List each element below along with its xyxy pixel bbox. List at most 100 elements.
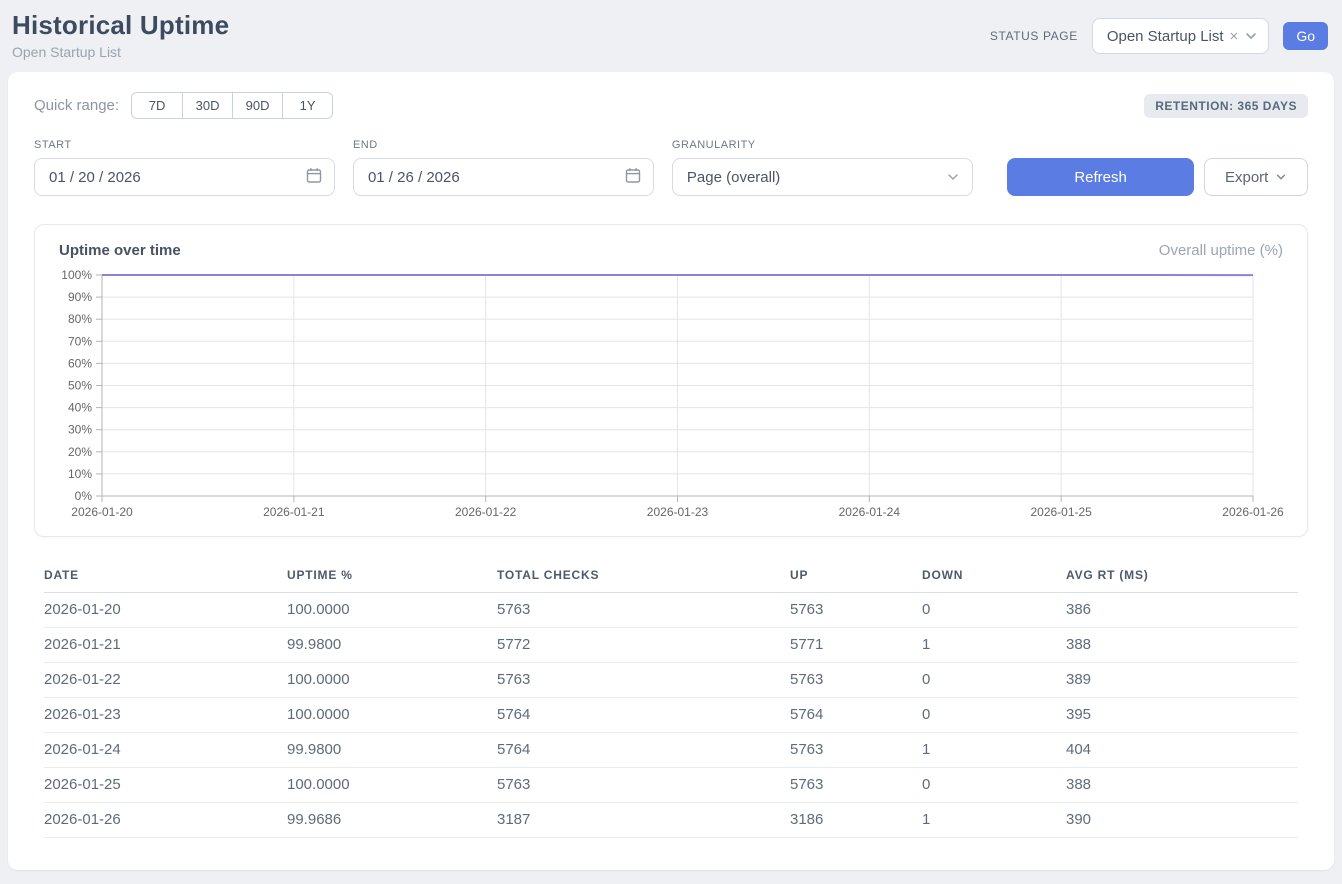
table-cell: 2026-01-23 — [44, 698, 287, 733]
table-cell: 5764 — [790, 698, 922, 733]
y-tick-label: 10% — [68, 467, 92, 481]
status-page-controls: STATUS PAGE Open Startup List × Go — [990, 18, 1328, 54]
y-tick-label: 80% — [68, 312, 92, 326]
table-cell: 390 — [1066, 803, 1298, 838]
calendar-icon[interactable] — [625, 167, 641, 188]
table-row: 2026-01-24 99.9800 5764 5763 1 404 — [34, 733, 1308, 768]
table-row: 2026-01-22 100.0000 5763 5763 0 389 — [34, 663, 1308, 698]
end-date-label: END — [352, 139, 378, 151]
table-cell: 99.9800 — [287, 733, 497, 768]
quick-range-90d[interactable]: 90D — [232, 93, 283, 118]
main-panel: Quick range: 7D 30D 90D 1Y RETENTION: 365 D… — [8, 72, 1334, 870]
y-tick-label: 70% — [68, 334, 92, 348]
page-title: Historical Uptime — [12, 10, 230, 40]
table-cell: 2026-01-26 — [44, 803, 287, 838]
table-cell: 2026-01-21 — [44, 628, 287, 663]
granularity-label: GRANULARITY — [671, 139, 756, 151]
filters-fields-row: START 01 / 20 / 2026 END 01 / 26 / 2026 … — [34, 139, 1308, 196]
status-page-select[interactable]: Open Startup List × — [1091, 18, 1270, 54]
table-row: 2026-01-20 100.0000 5763 5763 0 386 — [34, 593, 1308, 628]
table-header-row: DATE UPTIME % TOTAL CHECKS UP DOWN AVG RT (MS… — [34, 559, 1308, 593]
x-tick-label: 2026-01-26 — [1222, 505, 1284, 519]
table-cell: 100.0000 — [287, 768, 497, 803]
chevron-down-icon — [946, 170, 960, 184]
chart-legend-label: Overall uptime (%) — [1158, 242, 1283, 259]
table-cell: 2026-01-22 — [44, 663, 287, 698]
y-tick-label: 100% — [61, 268, 92, 282]
table-cell: 5763 — [790, 593, 922, 628]
clear-selection-icon[interactable]: × — [1229, 27, 1239, 45]
table-row: 2026-01-23 100.0000 5764 5764 0 395 — [34, 698, 1308, 733]
status-page-label: STATUS PAGE — [989, 29, 1078, 43]
retention-badge: RETENTION: 365 DAYS — [1144, 93, 1308, 118]
table-cell: 5763 — [497, 593, 790, 628]
chevron-down-icon — [1275, 171, 1287, 183]
uptime-table: DATE UPTIME % TOTAL CHECKS UP DOWN AVG RT (MS… — [34, 559, 1308, 838]
y-tick-label: 50% — [68, 379, 92, 393]
granularity-field-group: GRANULARITY Page (overall) — [671, 139, 973, 196]
filters-top-row: Quick range: 7D 30D 90D 1Y RETENTION: 365 D… — [34, 92, 1308, 119]
end-date-value: 01 / 26 / 2026 — [367, 168, 460, 186]
chart-title: Uptime over time — [59, 242, 181, 259]
table-cell: 100.0000 — [287, 698, 497, 733]
start-date-value: 01 / 20 / 2026 — [49, 168, 141, 186]
export-button[interactable]: Export — [1204, 158, 1308, 196]
table-cell: 1 — [922, 628, 1066, 663]
table-cell: 100.0000 — [287, 593, 497, 628]
page-subtitle: Open Startup List — [12, 44, 121, 60]
table-cell: 3187 — [497, 803, 790, 838]
table-cell: 5763 — [497, 663, 790, 698]
calendar-icon[interactable] — [306, 167, 322, 188]
x-tick-label: 2026-01-23 — [647, 505, 709, 519]
y-tick-label: 90% — [68, 290, 92, 304]
y-tick-label: 40% — [68, 401, 92, 415]
quick-range-7d[interactable]: 7D — [132, 93, 183, 118]
x-tick-label: 2026-01-25 — [1030, 505, 1092, 519]
x-tick-label: 2026-01-22 — [455, 505, 517, 519]
quick-range-group: Quick range: 7D 30D 90D 1Y — [34, 92, 334, 119]
table-cell: 388 — [1066, 768, 1298, 803]
x-tick-label: 2026-01-21 — [263, 505, 325, 519]
export-button-label: Export — [1224, 168, 1269, 186]
start-date-field-group: START 01 / 20 / 2026 — [34, 139, 335, 196]
table-cell: 2026-01-24 — [44, 733, 287, 768]
header-titles: Historical Uptime Open Startup List — [12, 10, 229, 60]
table-body: 2026-01-20 100.0000 5763 5763 0 386 2026-01-21… — [34, 593, 1308, 838]
quick-range-30d[interactable]: 30D — [182, 93, 233, 118]
quick-range-label: Quick range: — [34, 97, 120, 114]
quick-range-1y[interactable]: 1Y — [282, 93, 333, 118]
table-cell: 1 — [922, 733, 1066, 768]
y-tick-label: 30% — [68, 423, 92, 437]
column-header: UP — [790, 559, 922, 593]
table-cell: 0 — [922, 663, 1066, 698]
table-cell: 2026-01-25 — [44, 768, 287, 803]
table-cell: 388 — [1066, 628, 1298, 663]
table-cell: 5763 — [790, 733, 922, 768]
quick-range-buttons: 7D 30D 90D 1Y — [131, 92, 334, 119]
table-cell: 99.9800 — [287, 628, 497, 663]
column-header: DATE — [44, 559, 287, 593]
table-cell: 5771 — [790, 628, 922, 663]
table-cell: 5763 — [790, 768, 922, 803]
refresh-button[interactable]: Refresh — [1006, 158, 1195, 196]
x-tick-label: 2026-01-24 — [839, 505, 901, 519]
table-cell: 99.9686 — [287, 803, 497, 838]
table-cell: 0 — [922, 698, 1066, 733]
table-cell: 389 — [1066, 663, 1298, 698]
uptime-line-chart: 0% 10% 20% 30% 40% 50% 60% 70% 80% 90% 100% 2026-01… — [61, 268, 1284, 519]
table-row: 2026-01-26 99.9686 3187 3186 1 390 — [34, 803, 1308, 838]
table-cell: 5764 — [497, 733, 790, 768]
column-header: AVG RT (MS) — [1066, 559, 1298, 593]
start-date-input[interactable]: 01 / 20 / 2026 — [34, 158, 335, 196]
table-cell: 0 — [922, 768, 1066, 803]
go-button[interactable]: Go — [1283, 22, 1328, 50]
table-row: 2026-01-21 99.9800 5772 5771 1 388 — [34, 628, 1308, 663]
chart-header: Uptime over time Overall uptime (%) — [59, 242, 1283, 259]
y-tick-label: 0% — [75, 489, 93, 503]
end-date-input[interactable]: 01 / 26 / 2026 — [352, 158, 654, 196]
uptime-chart-card: Uptime over time Overall uptime (%) 0% 10… — [34, 224, 1308, 537]
granularity-select[interactable]: Page (overall) — [671, 158, 973, 196]
table-cell: 0 — [922, 593, 1066, 628]
table-cell: 2026-01-20 — [44, 593, 287, 628]
column-header: TOTAL CHECKS — [497, 559, 790, 593]
